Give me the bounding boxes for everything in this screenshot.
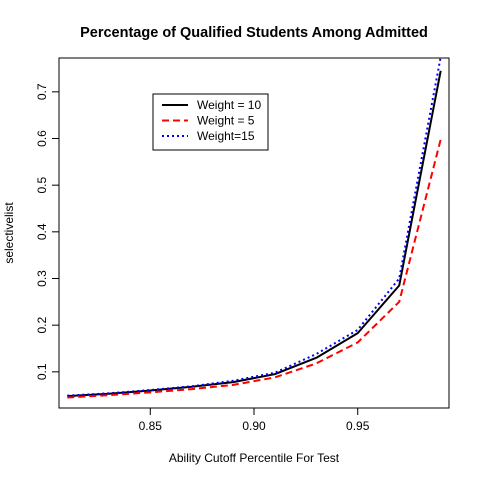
legend-label-3: Weight=15 [197, 129, 255, 143]
x-tick-label: 0.85 [139, 419, 163, 433]
legend-box [152, 93, 269, 151]
legend-label-2: Weight = 5 [197, 114, 255, 128]
y-axis-label: selectivelist [2, 202, 16, 264]
chart-title: Percentage of Qualified Students Among A… [80, 25, 428, 41]
y-axis: 0.1 0.2 0.3 0.4 0.5 0.6 0.7 [35, 83, 59, 380]
y-tick-label: 0.1 [35, 363, 49, 380]
x-axis: 0.85 0.90 0.95 [139, 408, 370, 433]
x-tick-label: 0.95 [346, 419, 370, 433]
y-tick-label: 0.4 [35, 223, 49, 240]
series-layer [67, 58, 442, 399]
y-tick-label: 0.2 [35, 317, 49, 334]
series-line-3 [67, 58, 442, 397]
y-tick-label: 0.6 [35, 130, 49, 147]
series-line-2 [67, 139, 442, 399]
y-tick-label: 0.5 [35, 177, 49, 194]
x-axis-label: Ability Cutoff Percentile For Test [169, 451, 340, 465]
y-tick-label: 0.7 [35, 83, 49, 100]
legend-label-1: Weight = 10 [197, 98, 261, 112]
y-tick-label: 0.3 [35, 270, 49, 287]
series-line-1 [67, 70, 442, 398]
x-tick-label: 0.90 [242, 419, 266, 433]
